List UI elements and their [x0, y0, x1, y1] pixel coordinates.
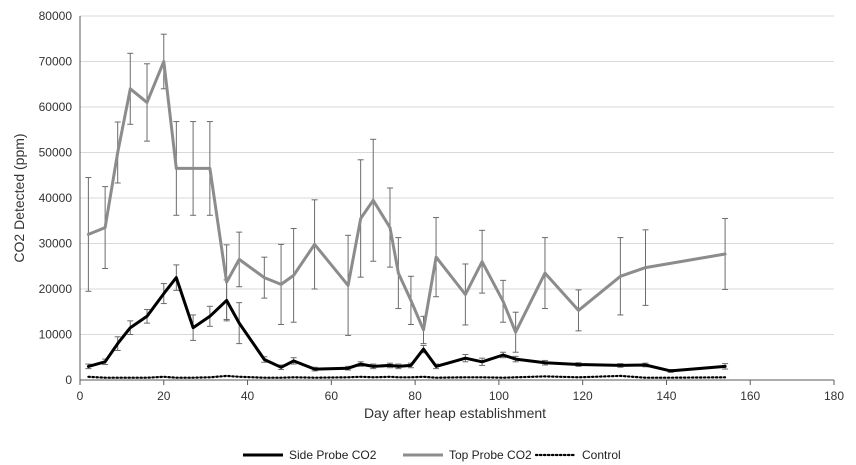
x-tick-label-9: 180: [824, 389, 844, 403]
y-tick-label-6: 60000: [39, 100, 73, 114]
x-tick-label-3: 60: [325, 389, 339, 403]
legend-label-0: Side Probe CO2: [289, 448, 377, 462]
y-tick-label-3: 30000: [39, 237, 73, 251]
axes: [79, 16, 835, 385]
y-tick-label-5: 50000: [39, 146, 73, 160]
y-tick-labels: 0 10000 20000 30000 40000 50000 60000 70000 8000…: [39, 9, 73, 387]
y-tick-label-8: 80000: [39, 9, 73, 23]
x-tick-labels: 0 20 40 60 80 100 120 140 160 180: [77, 389, 845, 403]
legend-label-1: Top Probe CO2: [449, 448, 532, 462]
x-tick-label-2: 40: [241, 389, 255, 403]
y-tick-label-7: 70000: [39, 55, 73, 69]
x-tick-label-4: 80: [408, 389, 422, 403]
series-lines: [86, 60, 727, 379]
y-tick-label-0: 0: [65, 373, 72, 387]
y-axis-title: CO2 Detected (ppm): [11, 133, 27, 262]
series-line-control: [87, 374, 727, 379]
x-tick-label-0: 0: [77, 389, 84, 403]
x-tick-label-1: 20: [157, 389, 171, 403]
y-tick-label-4: 40000: [39, 191, 73, 205]
x-tick-label-5: 100: [489, 389, 509, 403]
legend-label-2: Control: [582, 448, 621, 462]
x-axis-title: Day after heap establishment: [364, 405, 546, 421]
grid-lines: [80, 15, 834, 335]
x-tick-label-6: 120: [573, 389, 593, 403]
error-bars: [85, 33, 729, 373]
y-tick-label-2: 20000: [39, 282, 73, 296]
series-line-top-probe-co2: [86, 60, 727, 334]
y-tick-label-1: 10000: [39, 328, 73, 342]
x-tick-label-7: 140: [656, 389, 676, 403]
x-tick-label-8: 160: [740, 389, 760, 403]
legend: Side Probe CO2 Top Probe CO2 Control: [243, 448, 621, 462]
series-line-side-probe-co2: [86, 276, 727, 373]
